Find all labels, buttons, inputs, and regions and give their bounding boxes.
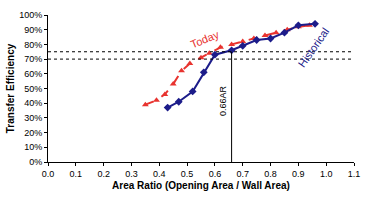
svg-text:50%: 50% — [24, 84, 42, 94]
svg-text:0.8: 0.8 — [264, 169, 277, 179]
svg-text:1.1: 1.1 — [348, 169, 361, 179]
svg-text:0.66AR: 0.66AR — [218, 85, 228, 116]
svg-text:0.4: 0.4 — [153, 169, 166, 179]
svg-text:0%: 0% — [29, 157, 42, 167]
svg-text:0.3: 0.3 — [125, 169, 138, 179]
svg-text:60%: 60% — [24, 69, 42, 79]
svg-text:0.0: 0.0 — [42, 169, 55, 179]
svg-text:0.7: 0.7 — [236, 169, 249, 179]
svg-text:Transfer Efficiency: Transfer Efficiency — [5, 43, 16, 133]
svg-text:0.2: 0.2 — [97, 169, 110, 179]
svg-text:100%: 100% — [19, 10, 42, 20]
svg-text:0.6: 0.6 — [209, 169, 222, 179]
svg-text:Historical: Historical — [296, 25, 332, 69]
svg-text:20%: 20% — [24, 128, 42, 138]
svg-text:0.5: 0.5 — [181, 169, 194, 179]
svg-text:0.9: 0.9 — [292, 169, 305, 179]
svg-text:40%: 40% — [24, 98, 42, 108]
svg-text:70%: 70% — [24, 54, 42, 64]
svg-text:30%: 30% — [24, 113, 42, 123]
svg-text:90%: 90% — [24, 25, 42, 35]
svg-text:80%: 80% — [24, 40, 42, 50]
svg-text:Area Ratio (Opening Area / Wal: Area Ratio (Opening Area / Wall Area) — [112, 180, 290, 191]
svg-text:10%: 10% — [24, 142, 42, 152]
svg-text:0.1: 0.1 — [70, 169, 83, 179]
svg-text:Today: Today — [189, 28, 221, 50]
svg-text:1.0: 1.0 — [320, 169, 333, 179]
